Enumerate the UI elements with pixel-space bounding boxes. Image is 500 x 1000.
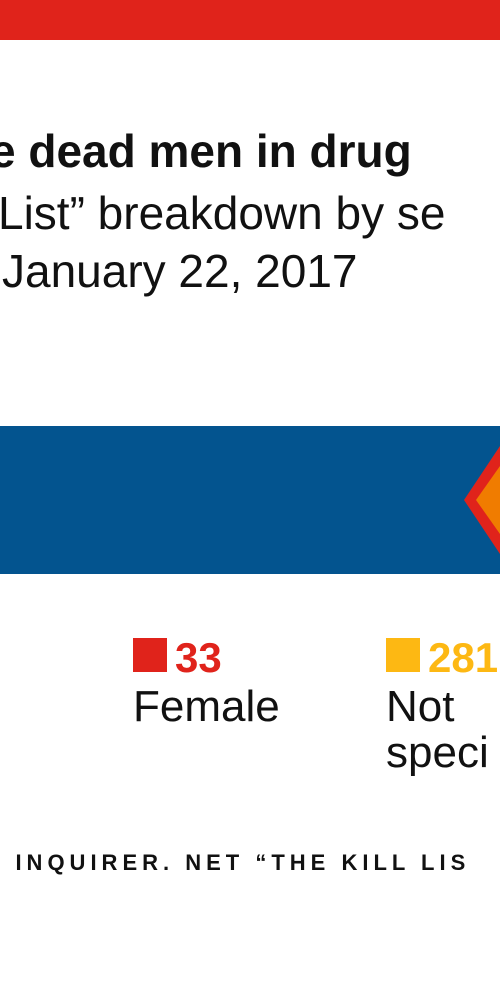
chart-subtitle: List” breakdown by se [0, 187, 446, 239]
legend-label-unspecified-line1: Not [386, 682, 455, 731]
female-swatch [133, 638, 167, 672]
chart-title: e dead men in drug [0, 125, 412, 177]
legend-label-unspecified-line2: speci [386, 728, 489, 777]
top-accent-bar [0, 0, 500, 40]
legend-value-female: 33 [175, 634, 222, 681]
chart-area [0, 426, 500, 574]
legend-item-unspecified: 281 Not speci [386, 632, 498, 776]
legend-value-unspecified: 281 [428, 634, 499, 681]
unspecified-diamond [476, 466, 500, 534]
male-band [0, 426, 500, 574]
legend-label-female: Female [133, 682, 280, 731]
source-credit: : INQUIRER. NET “THE KILL LIS [0, 850, 471, 875]
legend-value-male: 2 [0, 632, 1, 684]
chart-date: January 22, 2017 [2, 245, 358, 297]
legend-item-male: 2 [0, 632, 1, 684]
legend-item-female: 33 Female [133, 632, 280, 730]
unspecified-swatch [386, 638, 420, 672]
